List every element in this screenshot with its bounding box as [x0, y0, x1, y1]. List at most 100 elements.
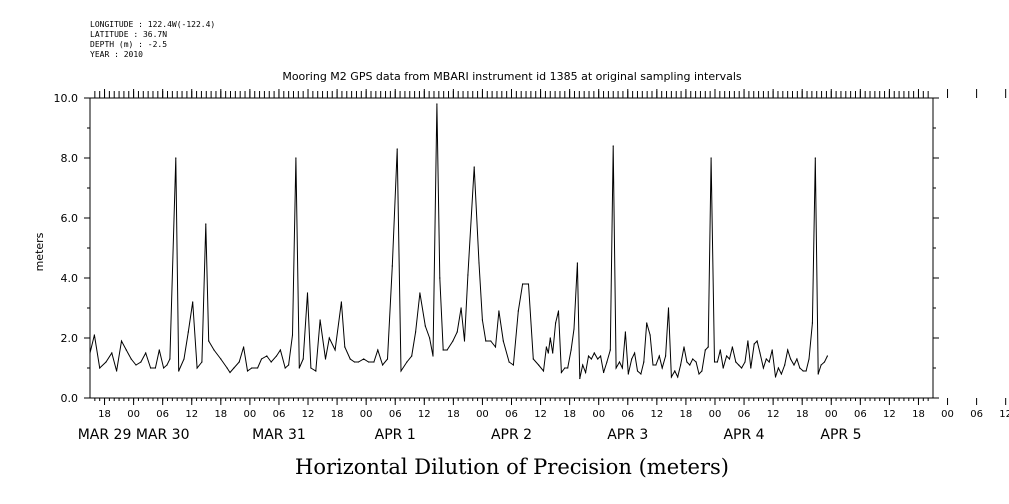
data-point [288, 364, 290, 366]
data-point [467, 274, 469, 276]
data-point [196, 367, 198, 369]
data-point [419, 292, 421, 294]
data-point [494, 346, 497, 348]
data-point [545, 346, 548, 348]
data-point [275, 355, 278, 357]
data-point [707, 346, 709, 348]
y-tick-label: 6.0 [61, 212, 79, 225]
data-point [649, 334, 651, 336]
data-point [597, 358, 599, 360]
data-point [747, 340, 749, 342]
data-point [646, 322, 648, 324]
data-point [777, 367, 780, 369]
data-point [99, 367, 101, 369]
data-point [609, 349, 611, 351]
data-point [396, 148, 398, 150]
data-point [411, 355, 413, 357]
data-point [756, 340, 758, 342]
data-point [784, 364, 786, 366]
data-point [270, 361, 272, 363]
data-point [590, 358, 593, 360]
x-tick-label: 06 [273, 409, 286, 420]
data-point [587, 355, 590, 357]
data-point [452, 340, 454, 342]
data-point [817, 373, 819, 375]
data-point [753, 343, 755, 345]
data-point [728, 358, 731, 360]
data-point [512, 364, 515, 366]
data-point [768, 361, 770, 363]
data-point [811, 322, 814, 324]
data-point [771, 349, 773, 351]
data-point [105, 361, 107, 363]
x-tick-label: 12 [185, 409, 198, 420]
data-point [324, 358, 327, 360]
data-point [485, 340, 487, 342]
data-point [205, 223, 207, 225]
data-point [257, 367, 259, 369]
data-point [826, 355, 829, 357]
x-day-label: MAR 31 [252, 427, 306, 443]
x-tick-label: 06 [389, 409, 402, 420]
data-point [135, 364, 137, 366]
data-point [120, 340, 123, 342]
data-point [615, 367, 617, 369]
metadata-block: LONGITUDE : 122.4W(-122.4) LATITUDE : 36… [90, 20, 215, 60]
data-point [560, 371, 563, 374]
data-point [593, 352, 595, 354]
data-point [738, 364, 740, 366]
data-point [689, 364, 691, 366]
x-tick-label: 18 [214, 409, 227, 420]
data-point [710, 157, 712, 159]
x-tick-label: 06 [621, 409, 634, 420]
data-point [377, 349, 379, 351]
data-point [490, 340, 492, 342]
data-point [624, 331, 627, 333]
x-day-label: APR 2 [491, 427, 532, 443]
data-point [774, 376, 777, 378]
data-point [220, 358, 222, 360]
data-point [93, 334, 95, 336]
data-point [631, 358, 633, 360]
data-point [502, 340, 504, 342]
x-tick-label: 18 [563, 409, 576, 420]
data-point [677, 376, 679, 378]
data-point [478, 262, 480, 264]
data-point [391, 265, 393, 267]
data-point [557, 310, 560, 312]
x-tick-label: 12 [767, 409, 780, 420]
data-point [547, 352, 549, 354]
x-tick-label: 00 [592, 409, 605, 420]
data-point [704, 349, 706, 351]
data-point [481, 319, 483, 321]
data-point [701, 370, 703, 372]
data-point [713, 361, 716, 363]
data-point [735, 361, 737, 363]
data-point [731, 346, 734, 348]
data-point [145, 352, 147, 354]
data-point [674, 370, 676, 372]
x-tick-label: 00 [127, 409, 140, 420]
data-point [187, 331, 189, 333]
x-tick-label: 00 [709, 409, 722, 420]
data-point [508, 361, 510, 363]
data-point [319, 319, 321, 321]
data-point [140, 361, 142, 363]
data-point [698, 373, 700, 375]
data-point [634, 352, 636, 354]
data-point [125, 349, 127, 351]
data-point [744, 361, 746, 363]
data-point [163, 367, 165, 369]
x-tick-label: 12 [650, 409, 663, 420]
data-point [382, 364, 384, 366]
data-point [251, 367, 253, 369]
data-point [790, 358, 792, 360]
data-point [522, 283, 524, 285]
data-point [463, 340, 466, 342]
data-point [284, 367, 286, 369]
data-point [166, 364, 168, 366]
x-tick-label: 06 [156, 409, 169, 420]
data-point [603, 371, 605, 374]
data-point [538, 364, 540, 366]
data-point [89, 352, 91, 354]
